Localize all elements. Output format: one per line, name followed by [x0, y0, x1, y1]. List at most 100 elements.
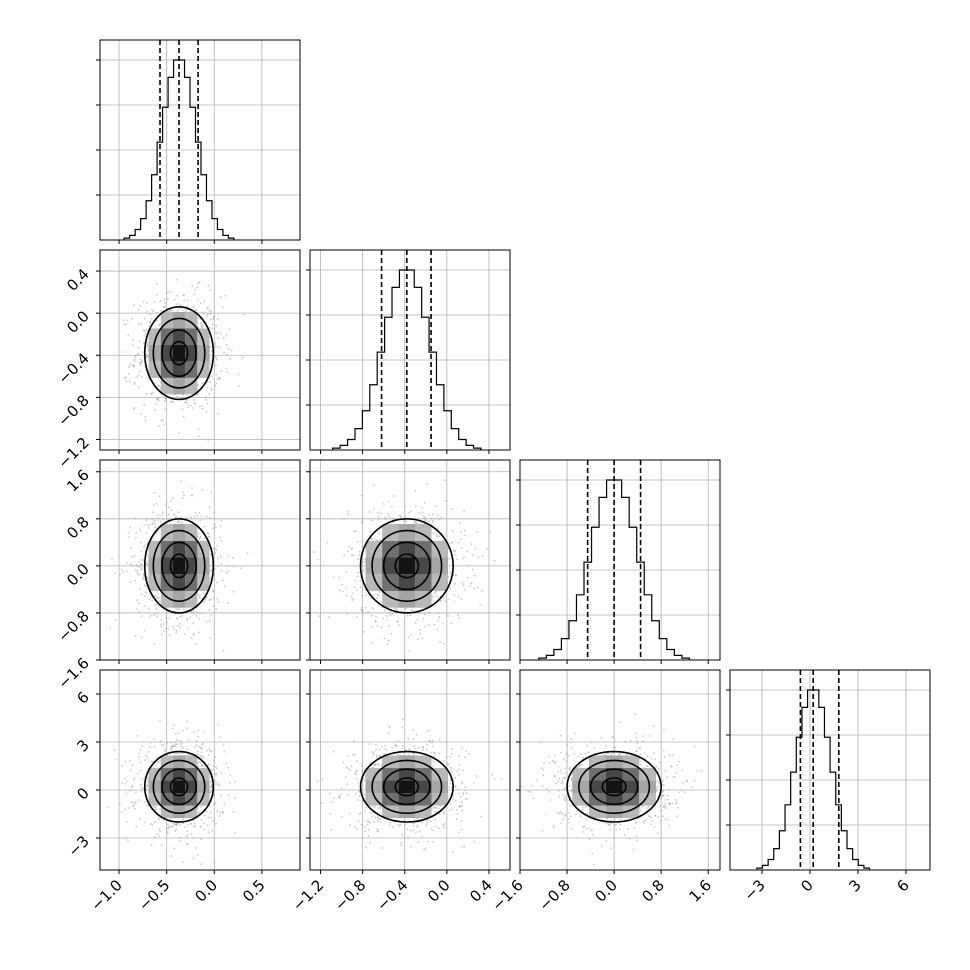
scatter-point: [208, 609, 211, 612]
scatter-point: [206, 386, 209, 389]
scatter-point: [136, 572, 139, 575]
scatter-point: [177, 511, 180, 514]
panel-frame: [99, 669, 301, 871]
scatter-point: [356, 827, 359, 830]
scatter-point: [369, 841, 372, 844]
scatter-point: [459, 538, 462, 540]
scatter-point: [156, 756, 158, 759]
scatter-point: [210, 387, 213, 390]
scatter-point: [153, 836, 156, 838]
scatter-point: [215, 548, 218, 551]
scatter-point: [366, 823, 369, 826]
scatter-point: [465, 792, 468, 795]
density-cell: [398, 805, 416, 819]
scatter-point: [453, 550, 456, 553]
scatter-point: [360, 521, 363, 524]
scatter-point: [401, 834, 404, 836]
scatter-point: [154, 612, 157, 615]
scatter-point: [346, 550, 349, 553]
scatter-point: [569, 804, 572, 807]
scatter-point: [179, 615, 182, 618]
scatter-point: [414, 622, 417, 625]
scatter-point: [423, 625, 426, 628]
scatter-point: [186, 830, 189, 833]
scatter-point: [146, 310, 149, 313]
scatter-point: [214, 384, 217, 387]
scatter-point: [166, 831, 168, 833]
scatter-point: [222, 337, 225, 339]
scatter-point: [138, 322, 140, 325]
scatter-point: [154, 820, 156, 823]
scatter-point: [131, 555, 134, 558]
contour-1: [169, 553, 189, 579]
scatter-point: [215, 766, 217, 768]
scatter-point: [167, 310, 170, 313]
scatter-point: [349, 812, 352, 815]
scatter-point: [173, 610, 176, 613]
scatter-point: [192, 611, 194, 614]
scatter-point: [144, 800, 146, 803]
scatter-point: [316, 780, 319, 783]
scatter-point: [146, 345, 149, 348]
scatter-point: [125, 570, 128, 573]
scatter-point: [466, 576, 469, 579]
scatter-point: [400, 515, 403, 518]
scatter-point: [146, 524, 149, 527]
scatter-point: [149, 313, 152, 316]
scatter-point: [652, 725, 655, 728]
scatter-point: [213, 252, 216, 255]
scatter-point: [398, 824, 401, 827]
scatter-point: [216, 557, 219, 560]
scatter-point: [134, 517, 137, 520]
scatter-point: [363, 826, 366, 828]
scatter-point: [123, 323, 126, 326]
scatter-point: [462, 584, 465, 587]
scatter-point: [198, 617, 200, 620]
scatter-point: [486, 547, 488, 550]
scatter-point: [450, 507, 453, 510]
scatter-point: [406, 614, 409, 617]
scatter-point: [142, 577, 145, 579]
scatter-point: [355, 792, 357, 795]
scatter-point: [140, 568, 143, 571]
scatter-point: [182, 491, 185, 493]
scatter-point: [452, 797, 455, 800]
scatter-point: [358, 813, 361, 816]
scatter-point: [203, 822, 205, 825]
scatter-point: [463, 756, 466, 759]
density-cell: [172, 328, 186, 345]
scatter-point: [422, 748, 425, 751]
scatter-point: [382, 503, 385, 505]
scatter-point: [352, 753, 355, 756]
scatter-point: [131, 805, 134, 808]
scatter-point: [176, 521, 179, 524]
scatter-point: [370, 537, 373, 540]
scatter-point: [222, 743, 225, 746]
scatter-point: [450, 768, 453, 771]
scatter-point: [600, 845, 603, 848]
scatter-point: [220, 794, 222, 797]
scatter-point: [165, 501, 168, 503]
scatter-point: [414, 489, 417, 492]
scatter-point: [155, 319, 158, 322]
scatter-point: [214, 364, 217, 367]
density-cell: [398, 557, 416, 575]
scatter-point: [371, 519, 373, 522]
density-cell: [172, 377, 186, 395]
scatter-point: [216, 597, 219, 600]
scatter-point: [158, 828, 161, 831]
scatter-point: [434, 810, 437, 813]
scatter-point: [431, 840, 434, 843]
scatter-point: [431, 520, 434, 522]
scatter-point: [433, 752, 436, 755]
scatter-point: [432, 739, 434, 742]
scatter-point: [216, 413, 219, 415]
scatter-point: [458, 764, 460, 766]
scatter-point: [360, 494, 363, 497]
scatter-point: [413, 745, 416, 748]
scatter-point: [215, 783, 217, 786]
scatter-point: [427, 513, 430, 516]
scatter-point: [137, 386, 140, 389]
scatter-point: [168, 617, 171, 620]
scatter-point: [211, 770, 213, 772]
